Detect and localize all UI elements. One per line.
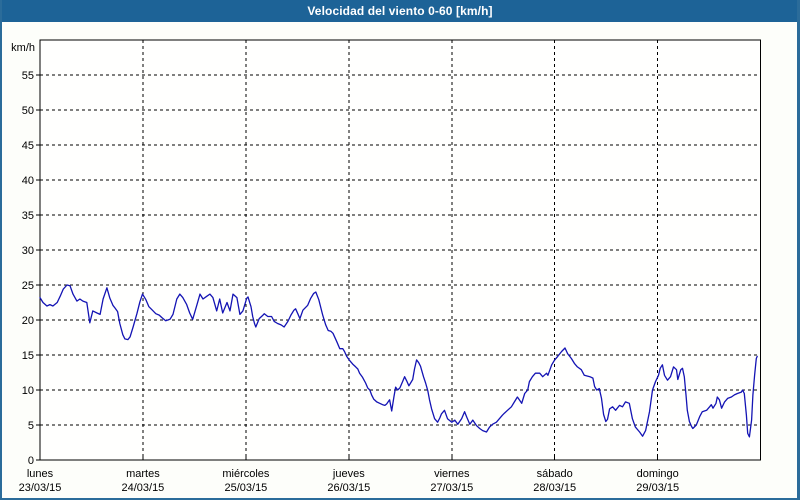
y-tick-label: 35: [22, 210, 34, 222]
y-tick-label: 15: [22, 350, 34, 362]
x-day-date-label: 27/03/15: [430, 482, 473, 494]
y-tick-label: 50: [22, 105, 34, 117]
y-tick-label: 10: [22, 385, 34, 397]
x-day-date-label: 25/03/15: [224, 482, 267, 494]
title-bar: Velocidad del viento 0-60 [km/h]: [2, 0, 797, 22]
y-tick-label: 30: [22, 245, 34, 257]
y-tick-label: 5: [28, 420, 34, 432]
x-day-date-label: 23/03/15: [19, 482, 62, 494]
x-day-date-label: 29/03/15: [636, 482, 679, 494]
y-tick-label: 0: [28, 455, 34, 467]
x-day-name-label: lunes: [27, 468, 54, 480]
x-day-name-label: viernes: [434, 468, 470, 480]
y-axis-unit-label: km/h: [11, 42, 35, 54]
x-day-name-label: sábado: [537, 468, 573, 480]
wind-speed-line: [39, 284, 758, 438]
y-tick-label: 55: [22, 70, 34, 82]
y-tick-label: 45: [22, 140, 34, 152]
x-day-name-label: jueves: [332, 468, 365, 480]
x-day-name-label: miércoles: [222, 468, 270, 480]
x-day-name-label: martes: [126, 468, 160, 480]
x-day-name-label: domingo: [637, 468, 679, 480]
x-day-date-label: 26/03/15: [327, 482, 370, 494]
y-tick-label: 40: [22, 175, 34, 187]
x-day-date-label: 28/03/15: [533, 482, 576, 494]
y-tick-label: 25: [22, 280, 34, 292]
y-tick-label: 20: [22, 315, 34, 327]
x-day-date-label: 24/03/15: [121, 482, 164, 494]
chart-title: Velocidad del viento 0-60 [km/h]: [307, 4, 493, 18]
